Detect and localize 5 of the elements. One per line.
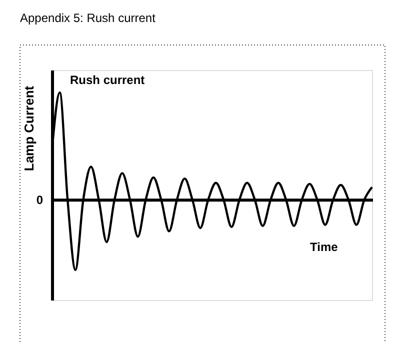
x-axis-title: Time xyxy=(310,240,338,254)
text: 0 xyxy=(36,193,44,208)
text: Rush current xyxy=(70,73,145,87)
y-axis-title: Lamp Current xyxy=(22,85,36,172)
chart-title: Appendix 5: Rush current xyxy=(20,11,156,25)
